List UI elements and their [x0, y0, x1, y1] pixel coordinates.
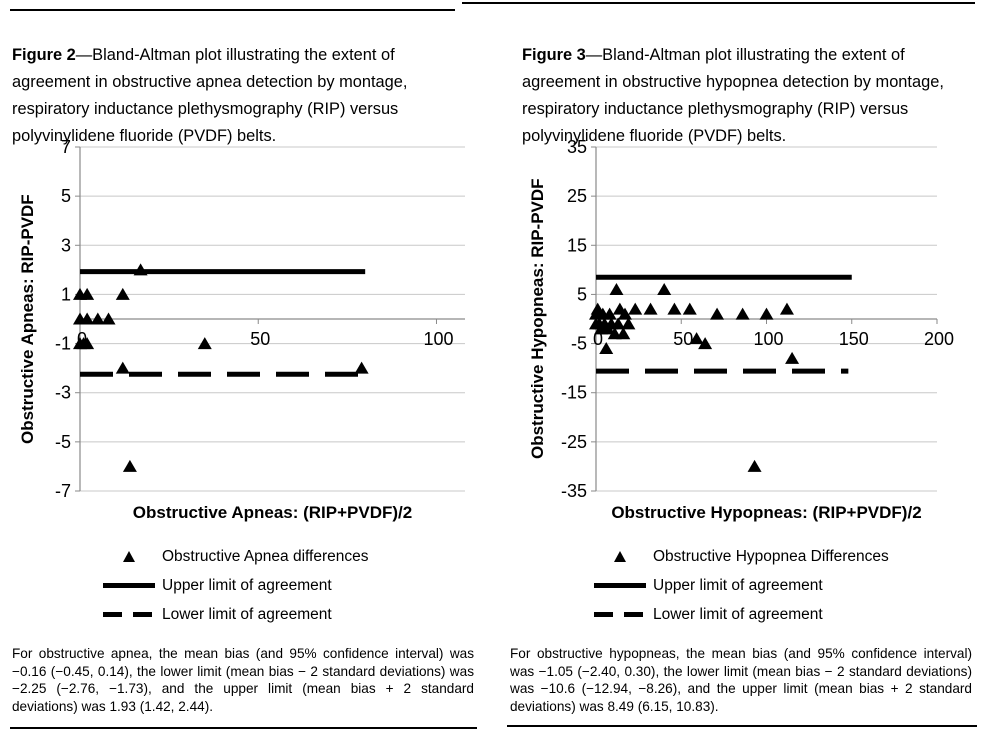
- legend-row-lower-limit: Lower limit of agreement: [103, 600, 369, 629]
- data-point-triangle: [779, 302, 794, 315]
- y-tick-label: 35: [567, 137, 587, 157]
- legend-label: Lower limit of agreement: [162, 605, 332, 623]
- legend-row-differences: Obstructive Apnea differences: [103, 542, 369, 571]
- x-tick-label: 0: [77, 329, 87, 349]
- figure3-bland-altman-chart: 35 25 15 5 -5 -15 -25 -35 0 50 100 150 200: [561, 137, 954, 501]
- data-point-triangle: [90, 312, 105, 325]
- data-point-triangle: [616, 327, 631, 340]
- data-point-triangle: [80, 287, 95, 300]
- data-point-triangle: [611, 317, 626, 330]
- x-tick-label: 150: [839, 329, 869, 349]
- legend-marker: [594, 583, 646, 588]
- legend-label: Lower limit of agreement: [653, 605, 823, 623]
- figure2-caption-text: —Bland-Altman plot illustrating the exte…: [12, 46, 408, 145]
- data-point-triangle: [628, 302, 643, 315]
- y-tick-label: 3: [61, 235, 71, 255]
- figure2-caption-label: Figure 2: [12, 46, 76, 64]
- y-tick-label: 5: [61, 186, 71, 206]
- data-point-triangle: [759, 307, 774, 320]
- legend-label: Obstructive Hypopnea Differences: [653, 547, 889, 565]
- legend-row-upper-limit: Upper limit of agreement: [103, 571, 369, 600]
- figure2-legend: Obstructive Apnea differences Upper limi…: [103, 542, 369, 629]
- data-point-triangle: [122, 459, 137, 472]
- data-point-triangle: [101, 312, 116, 325]
- data-point-triangle: [197, 337, 212, 350]
- legend-label: Upper limit of agreement: [653, 576, 823, 594]
- data-point-triangle: [657, 283, 672, 296]
- dashed-line-icon: [594, 612, 646, 617]
- figure3-caption-label: Figure 3: [522, 46, 586, 64]
- y-tick-label: -15: [561, 383, 587, 403]
- x-tick-label: 100: [423, 329, 453, 349]
- figure3-legend: Obstructive Hypopnea Differences Upper l…: [594, 542, 889, 629]
- figure3-caption: Figure 3—Bland-Altman plot illustrating …: [522, 42, 974, 150]
- data-point-triangle: [621, 317, 636, 330]
- data-point-triangle: [785, 351, 800, 364]
- top-rule-right: [462, 2, 975, 4]
- x-tick-label: 50: [673, 329, 693, 349]
- data-point-triangle: [115, 361, 130, 374]
- legend-label: Obstructive Apnea differences: [162, 547, 369, 565]
- data-point-triangle: [609, 283, 624, 296]
- x-tick-label: 50: [250, 329, 270, 349]
- data-point-triangle: [80, 337, 95, 350]
- data-point-triangle: [354, 361, 369, 374]
- figure2-caption: Figure 2—Bland-Altman plot illustrating …: [12, 42, 464, 150]
- y-tick-label: 7: [61, 137, 71, 157]
- data-point-triangle: [698, 337, 713, 350]
- figure3-x-axis-title: Obstructive Hypopneas: (RIP+PVDF)/2: [611, 503, 922, 522]
- data-point-triangle: [689, 332, 704, 345]
- data-point-triangle: [617, 307, 632, 320]
- legend-row-differences: Obstructive Hypopnea Differences: [594, 542, 889, 571]
- data-point-triangle: [735, 307, 750, 320]
- data-point-triangle: [682, 302, 697, 315]
- figure3-caption-text: —Bland-Altman plot illustrating the exte…: [522, 46, 944, 145]
- y-tick-label: -7: [55, 481, 71, 501]
- y-tick-label: 5: [577, 284, 587, 304]
- data-point-triangle: [133, 263, 148, 276]
- legend-marker: [103, 612, 155, 617]
- dashed-line-icon: [103, 612, 155, 617]
- legend-marker: [594, 551, 646, 562]
- x-tick-label: 200: [924, 329, 954, 349]
- y-tick-label: -3: [55, 383, 71, 403]
- y-tick-label: 1: [61, 284, 71, 304]
- y-tick-label: -25: [561, 432, 587, 452]
- legend-marker: [103, 551, 155, 562]
- data-point-triangle: [115, 287, 130, 300]
- data-point-triangle: [599, 341, 614, 354]
- data-point-triangle: [667, 302, 682, 315]
- figure2-bland-altman-chart: 7 5 3 1 -1 -3 -5 -7 0 50 100: [55, 137, 465, 501]
- legend-marker: [103, 583, 155, 588]
- y-tick-label: 25: [567, 186, 587, 206]
- data-point-triangle: [643, 302, 658, 315]
- data-point-triangle: [747, 459, 762, 472]
- y-tick-label: -35: [561, 481, 587, 501]
- data-point-triangle: [710, 307, 725, 320]
- data-point-triangle: [600, 322, 615, 335]
- data-point-triangle: [80, 312, 95, 325]
- bottom-rule-left: [10, 727, 477, 729]
- bottom-rule-right: [507, 725, 977, 727]
- legend-label: Upper limit of agreement: [162, 576, 332, 594]
- solid-line-icon: [103, 583, 155, 588]
- top-rule-left: [10, 9, 455, 11]
- x-tick-label: 0: [593, 329, 603, 349]
- legend-row-upper-limit: Upper limit of agreement: [594, 571, 889, 600]
- y-tick-label: -5: [571, 334, 587, 354]
- triangle-marker-icon: [123, 551, 135, 562]
- solid-line-icon: [594, 583, 646, 588]
- y-tick-label: -1: [55, 334, 71, 354]
- figure2-x-axis-title: Obstructive Apneas: (RIP+PVDF)/2: [132, 503, 413, 522]
- legend-row-lower-limit: Lower limit of agreement: [594, 600, 889, 629]
- triangle-marker-icon: [614, 551, 626, 562]
- figure2-footnote: For obstructive apnea, the mean bias (an…: [12, 646, 474, 714]
- y-tick-label: 15: [567, 235, 587, 255]
- legend-marker: [594, 612, 646, 617]
- figure3-footnote: For obstructive hypopneas, the mean bias…: [510, 646, 972, 714]
- data-point-triangle: [602, 307, 617, 320]
- x-tick-label: 100: [753, 329, 783, 349]
- y-tick-label: -5: [55, 432, 71, 452]
